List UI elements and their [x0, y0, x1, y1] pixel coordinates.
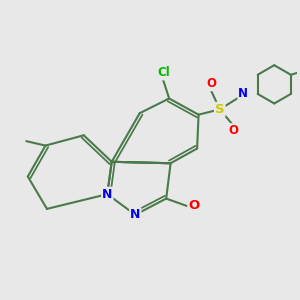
Text: S: S	[215, 103, 225, 116]
Text: N: N	[238, 87, 248, 100]
Text: O: O	[188, 200, 200, 212]
Text: O: O	[206, 77, 216, 90]
Text: N: N	[102, 188, 112, 201]
Text: Cl: Cl	[157, 66, 169, 80]
Text: O: O	[229, 124, 238, 137]
Text: N: N	[130, 208, 140, 221]
